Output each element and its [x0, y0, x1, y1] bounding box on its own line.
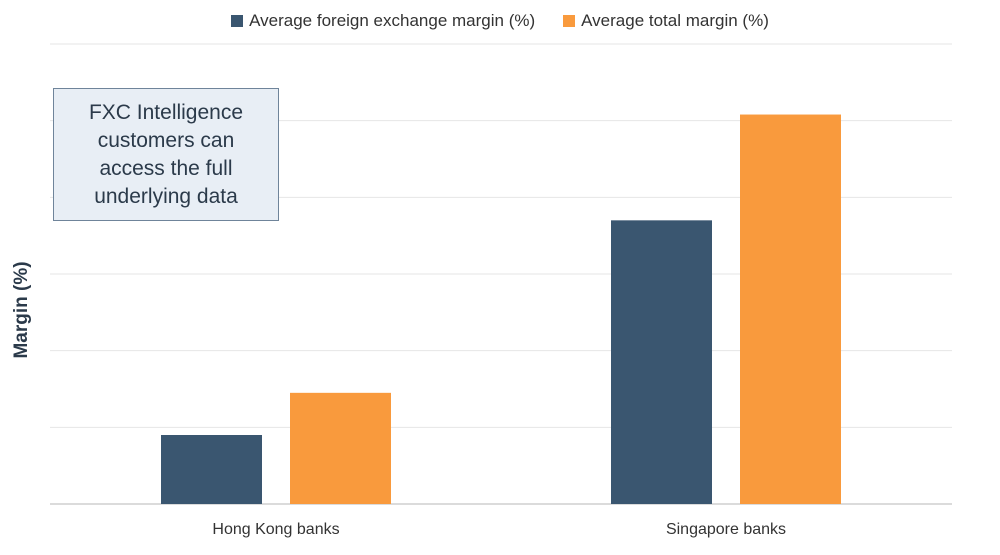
x-tick-label: Singapore banks — [666, 521, 786, 538]
bar-total-margin-singapore — [740, 114, 841, 505]
x-tick-label: Hong Kong banks — [212, 521, 339, 538]
legend-label-total-margin: Average total margin (%) — [581, 11, 769, 30]
legend-swatch-fx-margin — [231, 15, 244, 27]
bar-total-margin-hong-kong — [290, 392, 391, 504]
bar-fx-margin-hong-kong — [161, 435, 262, 504]
legend-label-fx-margin: Average foreign exchange margin (%) — [249, 11, 536, 30]
legend-item-fx-margin: Average foreign exchange margin (%) — [231, 11, 535, 31]
data-access-callout: FXC Intelligence customers can access th… — [53, 88, 279, 221]
legend-item-total-margin: Average total margin (%) — [563, 11, 769, 31]
bar-fx-margin-singapore — [611, 220, 712, 505]
legend-swatch-total-margin — [563, 15, 576, 27]
legend: Average foreign exchange margin (%) Aver… — [0, 11, 1000, 31]
